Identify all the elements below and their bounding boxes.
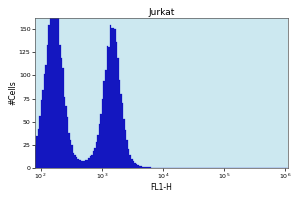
Title: Jurkat: Jurkat: [148, 8, 174, 17]
X-axis label: FL1-H: FL1-H: [150, 183, 172, 192]
Y-axis label: #Cells: #Cells: [8, 81, 17, 105]
